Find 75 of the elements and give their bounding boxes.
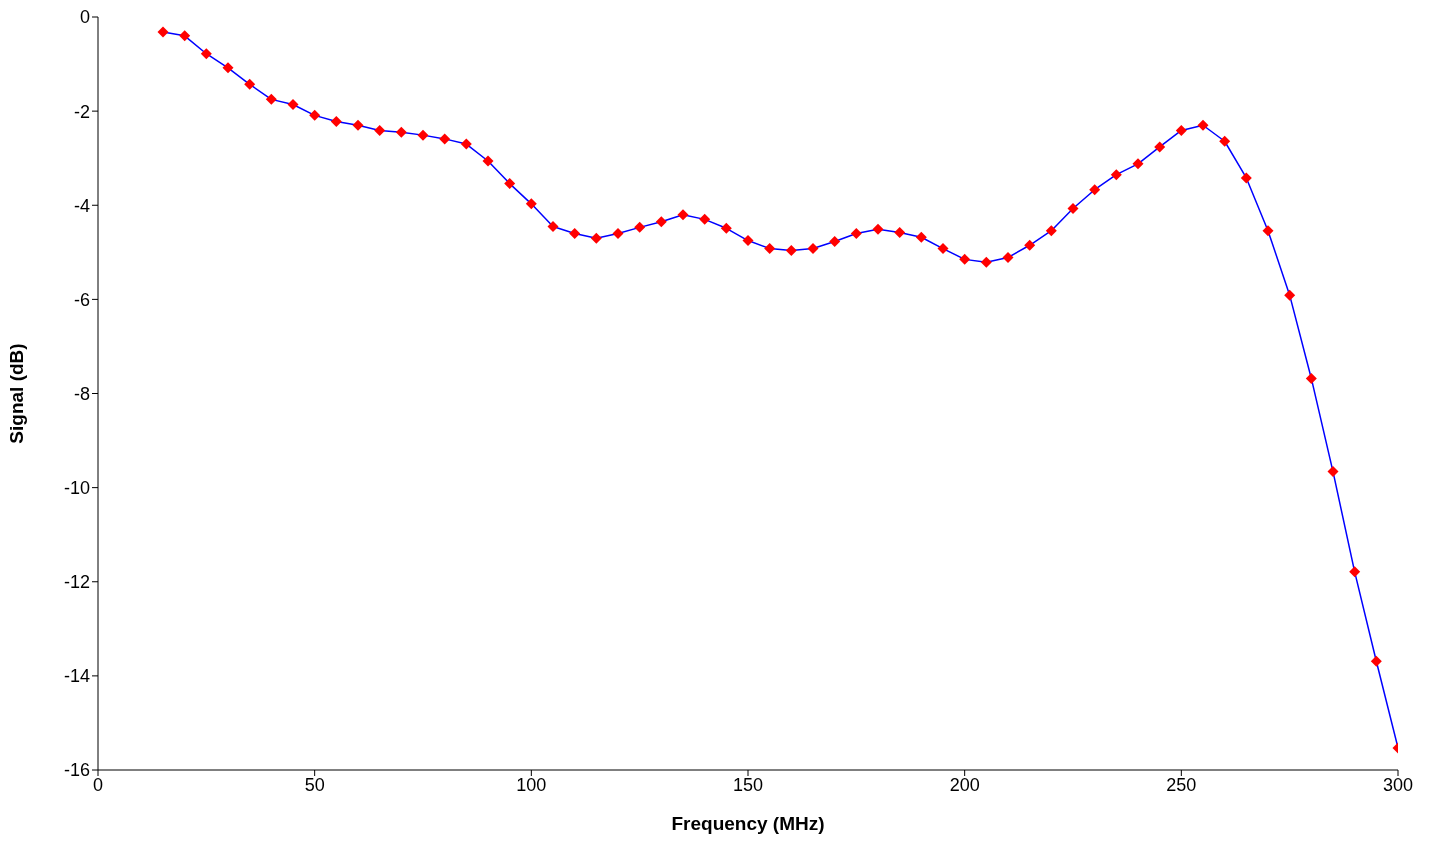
point <box>612 227 624 239</box>
x-tick-label: 300 <box>1382 774 1414 795</box>
point <box>1219 135 1231 147</box>
point <box>352 119 364 131</box>
point <box>720 222 732 234</box>
point <box>265 93 277 105</box>
point <box>309 109 321 121</box>
point <box>1024 239 1036 251</box>
point <box>590 232 602 244</box>
point <box>764 243 776 255</box>
point <box>547 220 559 232</box>
x-tick-label: 0 <box>92 774 104 795</box>
y-axis-title: Signal (dB) <box>5 343 27 444</box>
y-tick-label: -2 <box>73 101 90 122</box>
point <box>699 213 711 225</box>
x-tick-label: 200 <box>949 774 980 795</box>
point <box>460 138 472 150</box>
point <box>807 243 819 255</box>
point <box>829 235 841 247</box>
y-tick-label: -8 <box>73 383 90 404</box>
point <box>677 209 689 221</box>
point <box>222 62 234 74</box>
y-tick-label: -6 <box>73 289 90 310</box>
point <box>785 244 797 256</box>
x-tick-label: 50 <box>304 774 325 795</box>
point <box>200 48 212 60</box>
point <box>1045 225 1057 237</box>
point <box>1175 124 1187 136</box>
y-tick-label: -12 <box>63 572 90 593</box>
point <box>330 115 342 127</box>
point <box>439 133 451 145</box>
point <box>1110 169 1122 181</box>
point <box>482 155 494 167</box>
point <box>1284 289 1296 301</box>
point <box>1240 172 1252 184</box>
point <box>395 126 407 138</box>
point <box>1197 119 1209 131</box>
x-axis-title: Frequency (MHz) <box>671 813 825 834</box>
point <box>417 129 429 141</box>
point <box>504 178 516 190</box>
point <box>1327 466 1339 478</box>
point <box>287 99 299 111</box>
x-tick-label: 250 <box>1166 774 1197 795</box>
point <box>915 231 927 243</box>
y-tick-label: 0 <box>79 7 90 28</box>
point <box>525 198 537 210</box>
point <box>179 30 191 42</box>
point <box>1067 203 1079 215</box>
x-tick-label: 150 <box>732 774 764 795</box>
point <box>1154 141 1166 153</box>
point <box>872 223 884 235</box>
y-tick-label: -10 <box>63 478 90 499</box>
point <box>1132 158 1144 170</box>
y-tick-label: -14 <box>63 666 90 687</box>
point <box>959 253 971 265</box>
point <box>1262 225 1274 237</box>
point <box>1002 251 1014 263</box>
point <box>1349 566 1361 578</box>
point <box>894 227 906 239</box>
point <box>244 78 256 90</box>
point <box>1370 655 1382 667</box>
point <box>850 227 862 239</box>
x-tick-label: 100 <box>516 774 547 795</box>
point <box>634 221 646 233</box>
point <box>157 26 169 38</box>
point <box>980 256 992 268</box>
point <box>742 235 754 247</box>
point <box>374 124 386 136</box>
y-tick-label: -4 <box>73 195 90 216</box>
point <box>937 243 949 255</box>
point <box>569 227 581 239</box>
point <box>1305 372 1317 384</box>
y-tick-label: -16 <box>63 760 90 781</box>
point <box>655 216 667 228</box>
point <box>1089 184 1101 196</box>
